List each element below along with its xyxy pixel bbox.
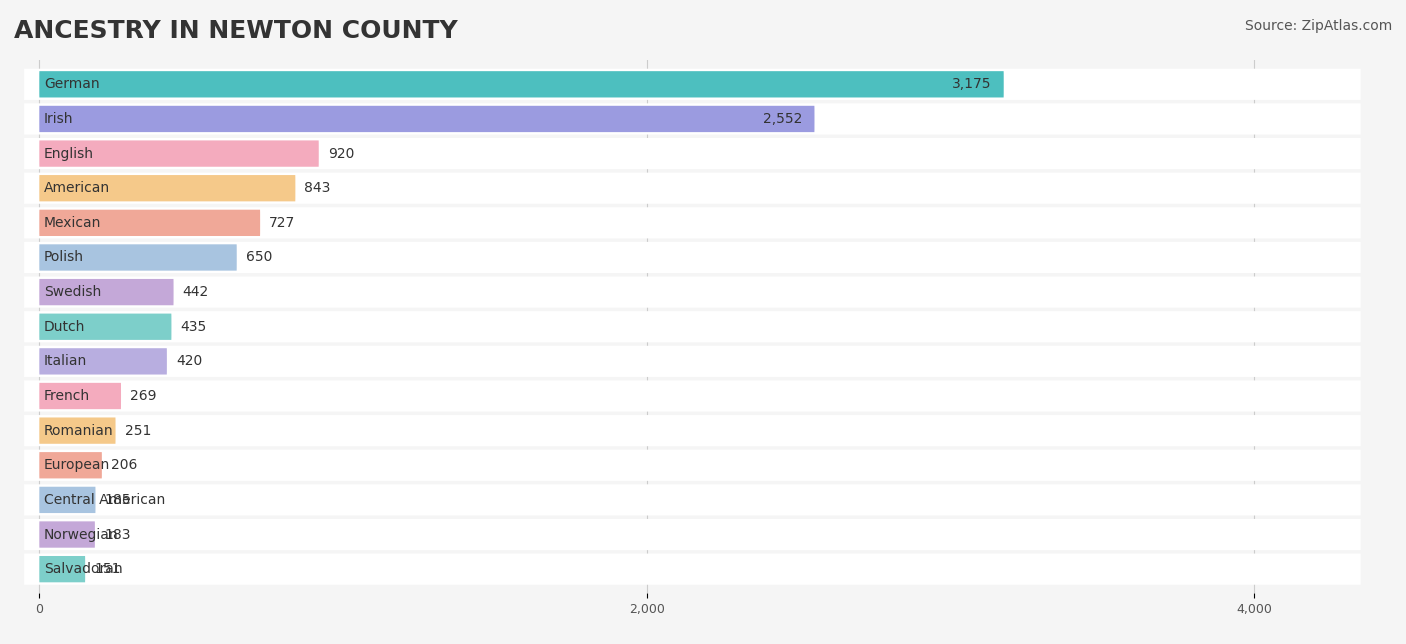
Text: Central American: Central American <box>44 493 165 507</box>
FancyBboxPatch shape <box>39 383 121 409</box>
Text: 420: 420 <box>176 354 202 368</box>
FancyBboxPatch shape <box>39 522 94 547</box>
FancyBboxPatch shape <box>39 279 173 305</box>
Text: 251: 251 <box>125 424 150 438</box>
Text: 183: 183 <box>104 527 131 542</box>
Text: Norwegian: Norwegian <box>44 527 118 542</box>
Text: 185: 185 <box>104 493 131 507</box>
FancyBboxPatch shape <box>24 207 1361 238</box>
FancyBboxPatch shape <box>39 106 814 132</box>
FancyBboxPatch shape <box>24 450 1361 481</box>
FancyBboxPatch shape <box>39 175 295 202</box>
FancyBboxPatch shape <box>24 69 1361 100</box>
Text: 2,552: 2,552 <box>763 112 803 126</box>
FancyBboxPatch shape <box>24 242 1361 273</box>
FancyBboxPatch shape <box>39 487 96 513</box>
FancyBboxPatch shape <box>39 452 101 478</box>
FancyBboxPatch shape <box>24 381 1361 412</box>
Text: French: French <box>44 389 90 403</box>
FancyBboxPatch shape <box>24 104 1361 135</box>
Text: German: German <box>44 77 100 91</box>
FancyBboxPatch shape <box>39 71 1004 97</box>
Text: Dutch: Dutch <box>44 319 86 334</box>
Text: 269: 269 <box>131 389 156 403</box>
FancyBboxPatch shape <box>39 348 167 375</box>
Text: Italian: Italian <box>44 354 87 368</box>
FancyBboxPatch shape <box>24 311 1361 343</box>
FancyBboxPatch shape <box>39 417 115 444</box>
Text: English: English <box>44 147 94 160</box>
Text: Swedish: Swedish <box>44 285 101 299</box>
FancyBboxPatch shape <box>24 138 1361 169</box>
Text: 3,175: 3,175 <box>952 77 991 91</box>
FancyBboxPatch shape <box>24 346 1361 377</box>
FancyBboxPatch shape <box>24 173 1361 204</box>
Text: Irish: Irish <box>44 112 73 126</box>
Text: 727: 727 <box>269 216 295 230</box>
FancyBboxPatch shape <box>39 210 260 236</box>
FancyBboxPatch shape <box>39 140 319 167</box>
FancyBboxPatch shape <box>39 244 236 270</box>
Text: 442: 442 <box>183 285 209 299</box>
Text: Romanian: Romanian <box>44 424 114 438</box>
Text: ANCESTRY IN NEWTON COUNTY: ANCESTRY IN NEWTON COUNTY <box>14 19 458 43</box>
FancyBboxPatch shape <box>24 276 1361 308</box>
Text: Source: ZipAtlas.com: Source: ZipAtlas.com <box>1244 19 1392 33</box>
Text: American: American <box>44 181 110 195</box>
FancyBboxPatch shape <box>24 484 1361 515</box>
Text: 151: 151 <box>94 562 121 576</box>
FancyBboxPatch shape <box>39 314 172 340</box>
Text: Polish: Polish <box>44 251 84 265</box>
FancyBboxPatch shape <box>24 554 1361 585</box>
FancyBboxPatch shape <box>24 519 1361 550</box>
Text: Mexican: Mexican <box>44 216 101 230</box>
FancyBboxPatch shape <box>39 556 86 582</box>
Text: 650: 650 <box>246 251 273 265</box>
Text: Salvadoran: Salvadoran <box>44 562 122 576</box>
FancyBboxPatch shape <box>24 415 1361 446</box>
Text: 843: 843 <box>305 181 330 195</box>
Text: 435: 435 <box>180 319 207 334</box>
Text: 920: 920 <box>328 147 354 160</box>
Text: European: European <box>44 459 110 472</box>
Text: 206: 206 <box>111 459 138 472</box>
